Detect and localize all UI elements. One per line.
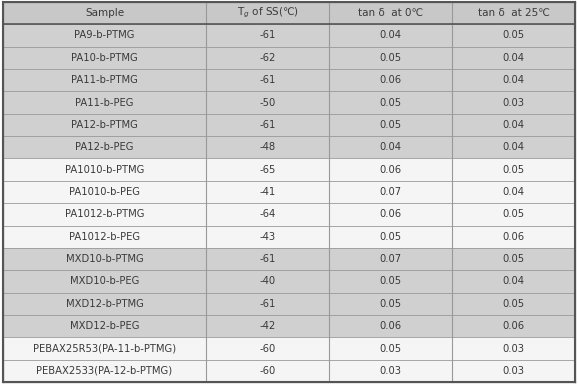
Text: 0.05: 0.05 — [380, 53, 402, 63]
Text: -43: -43 — [260, 232, 276, 242]
Text: Sample: Sample — [85, 8, 124, 18]
Bar — [3, 270, 575, 293]
Text: 0.05: 0.05 — [380, 344, 402, 354]
Text: PA1012-b-PEG: PA1012-b-PEG — [69, 232, 140, 242]
Text: PA12-b-PTMG: PA12-b-PTMG — [71, 120, 138, 130]
Text: PA12-b-PEG: PA12-b-PEG — [75, 142, 134, 152]
Text: PA1010-b-PTMG: PA1010-b-PTMG — [65, 165, 144, 175]
Text: T$_g$ of SS(℃): T$_g$ of SS(℃) — [236, 6, 299, 20]
Text: -48: -48 — [260, 142, 276, 152]
Text: PA1010-b-PEG: PA1010-b-PEG — [69, 187, 140, 197]
Text: -60: -60 — [260, 344, 276, 354]
Text: 0.06: 0.06 — [380, 209, 402, 219]
Text: -61: -61 — [260, 120, 276, 130]
Text: 0.05: 0.05 — [502, 299, 525, 309]
Text: 0.05: 0.05 — [380, 276, 402, 286]
Bar — [3, 203, 575, 225]
Text: 0.04: 0.04 — [503, 142, 525, 152]
Text: -41: -41 — [260, 187, 276, 197]
Bar — [3, 293, 575, 315]
Bar — [3, 181, 575, 203]
Text: PA1012-b-PTMG: PA1012-b-PTMG — [65, 209, 144, 219]
Text: -61: -61 — [260, 254, 276, 264]
Text: 0.05: 0.05 — [380, 120, 402, 130]
Text: 0.04: 0.04 — [503, 276, 525, 286]
Text: 0.06: 0.06 — [502, 321, 525, 331]
Text: 0.03: 0.03 — [503, 344, 525, 354]
Text: -65: -65 — [260, 165, 276, 175]
Text: tan δ  at 0℃: tan δ at 0℃ — [358, 8, 423, 18]
Text: PA11-b-PEG: PA11-b-PEG — [75, 98, 134, 108]
Text: 0.03: 0.03 — [503, 98, 525, 108]
Text: tan δ  at 25℃: tan δ at 25℃ — [477, 8, 550, 18]
Text: MXD10-b-PTMG: MXD10-b-PTMG — [65, 254, 143, 264]
Text: -61: -61 — [260, 299, 276, 309]
Text: 0.06: 0.06 — [380, 165, 402, 175]
Text: 0.05: 0.05 — [502, 30, 525, 40]
Bar — [3, 338, 575, 360]
Bar — [3, 114, 575, 136]
Text: 0.06: 0.06 — [380, 75, 402, 85]
Text: 0.05: 0.05 — [502, 165, 525, 175]
Text: 0.04: 0.04 — [503, 53, 525, 63]
Text: 0.03: 0.03 — [503, 366, 525, 376]
Text: PEBAX2533(PA-12-b-PTMG): PEBAX2533(PA-12-b-PTMG) — [36, 366, 172, 376]
Text: 0.05: 0.05 — [502, 209, 525, 219]
Text: 0.05: 0.05 — [380, 299, 402, 309]
Text: 0.05: 0.05 — [380, 98, 402, 108]
Bar — [3, 69, 575, 91]
Bar — [3, 360, 575, 382]
Text: MXD12-b-PEG: MXD12-b-PEG — [70, 321, 139, 331]
Text: 0.04: 0.04 — [503, 120, 525, 130]
Bar — [3, 2, 575, 24]
Text: -42: -42 — [260, 321, 276, 331]
Text: -50: -50 — [260, 98, 276, 108]
Text: -60: -60 — [260, 366, 276, 376]
Text: 0.03: 0.03 — [380, 366, 402, 376]
Text: 0.06: 0.06 — [502, 232, 525, 242]
Text: 0.04: 0.04 — [503, 187, 525, 197]
Bar — [3, 136, 575, 159]
Text: 0.04: 0.04 — [380, 142, 402, 152]
Bar — [3, 159, 575, 181]
Bar — [3, 91, 575, 114]
Text: PEBAX25R53(PA-11-b-PTMG): PEBAX25R53(PA-11-b-PTMG) — [33, 344, 176, 354]
Text: -61: -61 — [260, 75, 276, 85]
Bar — [3, 315, 575, 338]
Text: 0.05: 0.05 — [502, 254, 525, 264]
Text: -62: -62 — [260, 53, 276, 63]
Bar — [3, 24, 575, 46]
Text: 0.06: 0.06 — [380, 321, 402, 331]
Text: PA10-b-PTMG: PA10-b-PTMG — [71, 53, 138, 63]
Text: 0.07: 0.07 — [380, 187, 402, 197]
Text: PA9-b-PTMG: PA9-b-PTMG — [74, 30, 135, 40]
Bar — [3, 248, 575, 270]
Text: 0.07: 0.07 — [380, 254, 402, 264]
Text: -40: -40 — [260, 276, 276, 286]
Text: -64: -64 — [260, 209, 276, 219]
Bar — [3, 46, 575, 69]
Text: 0.04: 0.04 — [380, 30, 402, 40]
Bar — [3, 225, 575, 248]
Text: 0.05: 0.05 — [380, 232, 402, 242]
Text: 0.04: 0.04 — [503, 75, 525, 85]
Text: MXD10-b-PEG: MXD10-b-PEG — [70, 276, 139, 286]
Text: MXD12-b-PTMG: MXD12-b-PTMG — [65, 299, 143, 309]
Text: -61: -61 — [260, 30, 276, 40]
Text: PA11-b-PTMG: PA11-b-PTMG — [71, 75, 138, 85]
